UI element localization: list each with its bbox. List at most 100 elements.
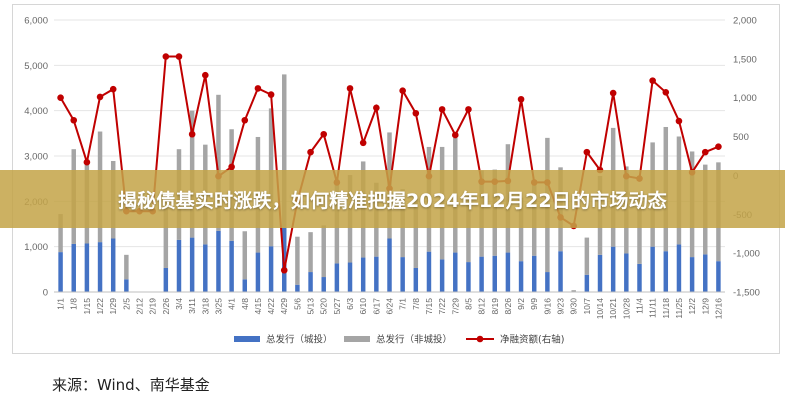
x-tick-label: 5/6 [292,298,302,310]
x-tick-label: 8/19 [490,298,500,315]
bar-chengtou [71,243,76,292]
net-financing-point [701,148,709,156]
legend-label: 总发行（非城投） [376,334,452,346]
x-tick-label: 9/30 [569,298,579,315]
x-tick-label: 12/16 [713,298,723,320]
legend-marker [476,335,484,343]
bar-chengtou [229,240,234,292]
x-tick-label: 9/9 [529,298,539,310]
net-financing-point [175,53,183,60]
bar-fei-chengtou [58,214,63,253]
bar-chengtou [255,252,261,292]
bar-chengtou [97,242,103,292]
net-financing-point [583,148,591,156]
y-left-tick-label: 1,000 [24,242,48,253]
x-tick-label: 8/26 [503,298,513,315]
x-tick-label: 4/22 [266,298,276,315]
bar-chengtou [58,252,63,292]
x-tick-label: 5/27 [332,298,342,315]
bar-chengtou [189,237,195,292]
bar-chengtou [624,253,629,292]
bar-fei-chengtou [571,290,576,292]
title-banner: 揭秘债基实时涨跌，如何精准把握2024年12月22日的市场动态 [0,170,785,228]
x-tick-label: 11/4 [634,298,644,314]
legend-swatch [234,336,260,342]
bar-fei-chengtou [584,237,590,275]
bar-chengtou [110,238,116,292]
x-tick-label: 9/23 [556,298,566,315]
bar-chengtou [689,257,695,292]
x-tick-label: 11/18 [661,298,671,319]
net-financing-point [57,94,64,102]
bar-chengtou [400,257,405,292]
x-tick-label: 1/22 [95,298,105,315]
bar-chengtou [637,263,642,292]
bar-fei-chengtou [295,236,300,285]
bar-fei-chengtou [413,199,419,268]
x-tick-label: 4/15 [253,298,263,315]
x-tick-label: 6/24 [385,298,395,315]
net-financing-point [438,106,446,113]
x-tick-label: 7/22 [437,298,447,315]
y-right-tick-label: 500 [733,132,749,143]
x-tick-label: 5/13 [306,298,316,315]
x-tick-label: 4/1 [227,298,237,310]
net-financing-point [162,53,170,60]
net-financing-point [517,95,525,103]
x-tick-label: 10/14 [595,298,605,320]
bar-chengtou [347,262,353,292]
bar-fei-chengtou [308,232,313,273]
x-tick-label: 5/20 [319,298,329,315]
net-financing-point [412,109,420,117]
net-financing-point [254,85,262,92]
bar-chengtou [453,252,458,292]
bar-chengtou [268,246,274,292]
bar-chengtou [84,243,90,292]
net-financing-point [451,131,459,139]
y-left-tick-label: 3,000 [24,152,48,163]
bar-fei-chengtou [216,94,221,231]
x-tick-label: 1/15 [82,298,92,315]
y-left-tick-label: 4,000 [24,106,48,117]
net-financing-point [228,163,235,171]
bar-chengtou [242,279,248,292]
net-financing-point [241,116,249,124]
bar-chengtou [703,254,708,292]
x-tick-label: 11/11 [648,298,658,318]
bar-chengtou [321,277,326,292]
bar-fei-chengtou [282,74,287,228]
net-financing-point [609,89,617,97]
x-tick-label: 4/8 [240,298,250,310]
x-tick-label: 2/26 [161,298,171,315]
bar-chengtou [518,261,524,292]
x-tick-label: 12/9 [700,298,710,315]
bar-chengtou [479,256,484,292]
x-tick-label: 10/21 [608,298,618,320]
bar-chengtou [334,263,340,292]
bar-fei-chengtou [124,254,129,280]
bar-chengtou [203,244,208,292]
bar-fei-chengtou [242,231,248,280]
x-tick-label: 9/16 [542,298,552,315]
bar-chengtou [426,251,432,292]
net-financing-point [307,148,314,156]
bar-chengtou [374,256,379,292]
net-financing-point [280,266,288,274]
bar-chengtou [584,274,590,292]
x-tick-label: 2/19 [148,298,158,315]
net-financing-point [267,91,275,98]
x-tick-label: 2/5 [121,298,131,310]
y-left-tick-label: 6,000 [24,16,48,27]
net-financing-point [83,158,91,166]
bar-chengtou [163,267,169,292]
legend-label: 总发行（城投） [266,334,333,346]
bar-chengtou [176,239,182,292]
bar-chengtou [124,279,129,292]
net-financing-point [675,117,683,125]
x-tick-label: 3/11 [187,298,197,314]
y-right-tick-label: 2,000 [733,16,757,27]
bar-chengtou [387,238,392,292]
x-tick-label: 11/25 [674,298,684,319]
x-tick-label: 7/8 [411,298,421,310]
bar-chengtou [545,272,550,292]
